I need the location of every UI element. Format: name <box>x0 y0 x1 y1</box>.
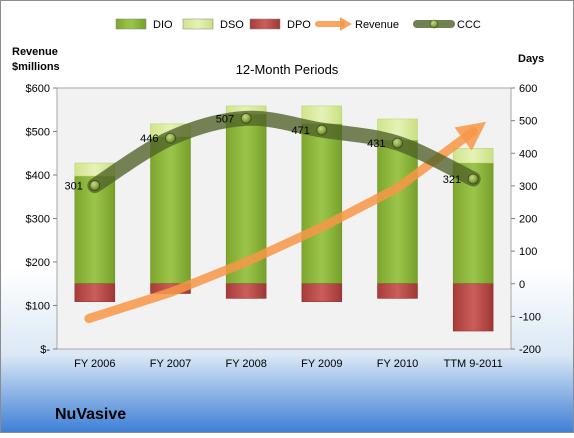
chart-title: 12-Month Periods <box>236 62 339 77</box>
legend-swatch-dio <box>115 18 147 30</box>
ccc-data-label: 431 <box>367 138 385 150</box>
right-axis-tick-label: -200 <box>519 344 541 356</box>
ccc-point <box>240 112 252 124</box>
right-axis-tick-label: 500 <box>519 116 537 128</box>
right-axis-tick-label: 200 <box>519 214 537 226</box>
left-axis-tick-label: $200 <box>26 257 50 269</box>
ccc-data-label: 446 <box>140 133 158 145</box>
revenue-line <box>84 121 487 324</box>
left-axis: $- $100 $200 $300 $400 $500 $600 <box>26 83 57 356</box>
legend-swatch-ccc-dot <box>429 19 439 29</box>
bar-dso <box>452 148 494 164</box>
ccc-line <box>87 110 481 194</box>
left-axis-tick-label: $300 <box>26 214 50 226</box>
left-axis-title-line1: Revenue <box>12 46 58 58</box>
bar-dio <box>150 136 191 284</box>
ccc-point <box>316 124 328 136</box>
x-axis-tick-label: FY 2007 <box>150 358 191 370</box>
right-axis-tick-label: 400 <box>519 148 537 160</box>
left-axis-tick-label: $400 <box>26 170 50 182</box>
bar-dpo <box>452 283 494 332</box>
x-axis-tick-label: FY 2009 <box>301 358 342 370</box>
right-axis-tick-label: 300 <box>519 181 537 193</box>
legend-label-dso: DSO <box>220 19 244 31</box>
right-axis-tick-label: 600 <box>519 83 537 95</box>
bar-dio <box>301 123 343 284</box>
revenue-series-group <box>84 121 487 324</box>
bar-dpo <box>225 283 267 299</box>
x-axis-tick-label: FY 2006 <box>74 358 115 370</box>
ccc-data-label: 321 <box>443 174 461 186</box>
ccc-data-label: 471 <box>291 125 309 137</box>
bar-dpo <box>377 283 418 299</box>
right-axis-tick-label: 0 <box>519 279 525 291</box>
ccc-point <box>467 173 479 185</box>
legend: DIO DSO DPO Revenue CCC <box>115 17 481 31</box>
ccc-data-label: 301 <box>64 181 82 193</box>
left-axis-tick-label: $600 <box>26 83 50 95</box>
bar-dpo <box>74 283 116 302</box>
ccc-point <box>89 180 101 191</box>
x-axis-tick-label: TTM 9-2011 <box>444 358 503 370</box>
left-axis-tick-label: $- <box>40 344 50 356</box>
x-axis-tick-label: FY 2010 <box>377 358 418 370</box>
bar-dpo <box>301 283 343 302</box>
ccc-series-group: 301 446 507 471 431 321 <box>64 110 481 194</box>
bar-dio <box>377 139 418 284</box>
legend-label-ccc: CCC <box>457 19 481 31</box>
legend-label-dpo: DPO <box>287 19 311 31</box>
left-axis-tick-label: $500 <box>26 127 50 139</box>
left-axis-tick-label: $100 <box>26 301 50 313</box>
bar-dio <box>74 175 116 284</box>
legend-swatch-revenue-arrow <box>340 17 352 31</box>
x-axis-tick-label: FY 2008 <box>225 358 266 370</box>
right-axis-tick-label: -100 <box>519 311 541 323</box>
x-axis: FY 2006 FY 2007 FY 2008 FY 2009 FY 2010 TTM 9… <box>74 358 503 370</box>
legend-swatch-dso <box>182 18 214 30</box>
legend-label-revenue: Revenue <box>355 19 399 31</box>
ccc-point <box>392 137 403 149</box>
legend-label-dio: DIO <box>153 19 173 31</box>
right-axis-tick-label: 100 <box>519 246 537 258</box>
legend-swatch-dpo <box>249 18 281 30</box>
ccc-point <box>165 132 176 144</box>
left-axis-title-line2: $millions <box>12 61 60 73</box>
ccc-data-label: 507 <box>216 113 234 125</box>
company-name: NuVasive <box>55 406 126 423</box>
right-axis: -200 -100 0 100 200 300 400 500 600 <box>511 83 541 356</box>
right-axis-title: Days <box>518 53 544 65</box>
